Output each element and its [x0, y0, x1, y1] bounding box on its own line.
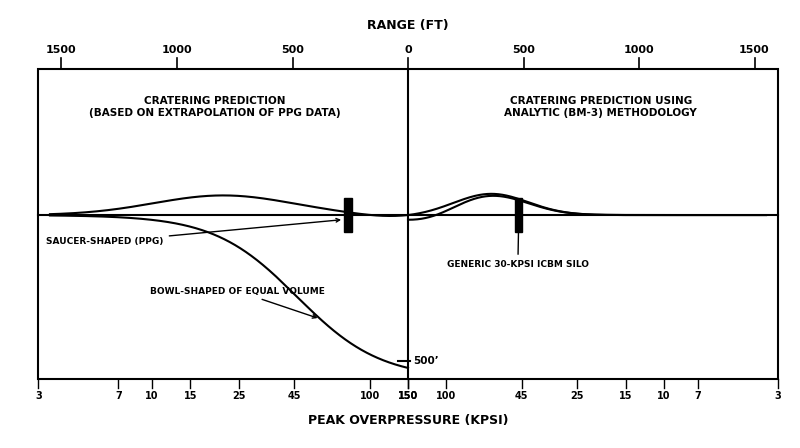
- Text: 10: 10: [657, 391, 670, 401]
- Text: 7: 7: [694, 391, 701, 401]
- Text: BOWL-SHAPED OF EQUAL VOLUME: BOWL-SHAPED OF EQUAL VOLUME: [150, 287, 326, 318]
- Text: 7: 7: [115, 391, 122, 401]
- Text: 100: 100: [359, 391, 380, 401]
- Text: 150: 150: [398, 391, 418, 401]
- Text: 1500: 1500: [46, 45, 77, 55]
- Text: 10: 10: [146, 391, 159, 401]
- Text: PEAK OVERPRESSURE (KPSI): PEAK OVERPRESSURE (KPSI): [308, 414, 508, 426]
- Text: 15: 15: [184, 391, 198, 401]
- Text: 3: 3: [774, 391, 781, 401]
- Text: 3: 3: [35, 391, 42, 401]
- Text: 500: 500: [281, 45, 304, 55]
- Text: 45: 45: [515, 391, 529, 401]
- Bar: [38, 69, 778, 379]
- Text: RANGE (FT): RANGE (FT): [367, 19, 449, 32]
- Text: 45: 45: [287, 391, 301, 401]
- Text: SAUCER-SHAPED (PPG): SAUCER-SHAPED (PPG): [46, 219, 340, 246]
- Text: 25: 25: [232, 391, 246, 401]
- Text: 500’: 500’: [413, 356, 438, 366]
- Text: 0: 0: [404, 45, 412, 55]
- Bar: [344, 198, 351, 232]
- Text: 25: 25: [570, 391, 584, 401]
- Bar: [515, 198, 522, 232]
- Text: GENERIC 30-KPSI ICBM SILO: GENERIC 30-KPSI ICBM SILO: [447, 215, 589, 269]
- Text: 500: 500: [512, 45, 535, 55]
- Text: 15: 15: [618, 391, 632, 401]
- Text: 150: 150: [398, 391, 418, 401]
- Text: 1000: 1000: [162, 45, 192, 55]
- Text: 100: 100: [436, 391, 457, 401]
- Text: 1000: 1000: [624, 45, 654, 55]
- Text: CRATERING PREDICTION USING
ANALYTIC (BM-3) METHODOLOGY: CRATERING PREDICTION USING ANALYTIC (BM-…: [505, 96, 697, 118]
- Text: 1500: 1500: [739, 45, 770, 55]
- Text: CRATERING PREDICTION
(BASED ON EXTRAPOLATION OF PPG DATA): CRATERING PREDICTION (BASED ON EXTRAPOLA…: [90, 96, 341, 118]
